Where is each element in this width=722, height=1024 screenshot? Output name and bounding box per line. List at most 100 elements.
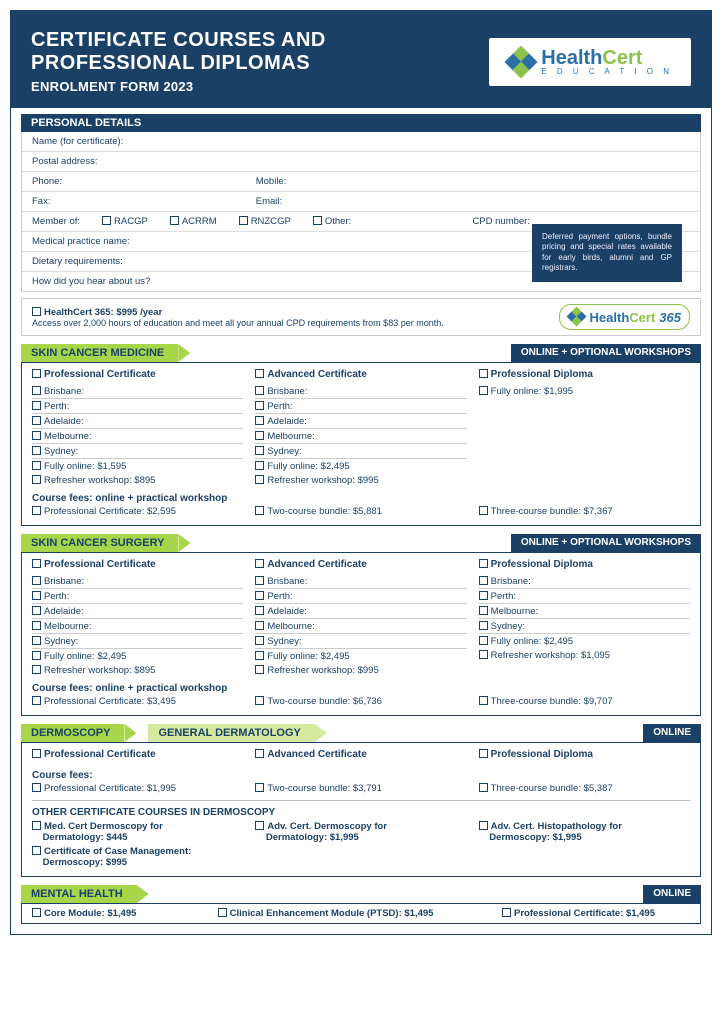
title-line-1: CERTIFICATE COURSES AND [31,29,326,52]
scs-mode: ONLINE + OPTIONAL WORKSHOPS [511,534,701,552]
scs-col2: Advanced Certificate Brisbane: Perth: Ad… [255,559,466,677]
dietary-field[interactable]: Dietary requirements: [22,252,510,271]
derm-o1[interactable]: Med. Cert Dermoscopy for Dermatology: $4… [32,821,243,843]
derm-fee2[interactable]: Two-course bundle: $3,791 [255,783,466,794]
scm-c1-4[interactable]: Sydney: [32,444,243,459]
scs-c3-4[interactable]: Fully online: $2,495 [479,634,690,648]
scs-c1-0[interactable]: Brisbane: [32,574,243,589]
derm-mode: ONLINE [643,724,701,742]
scs-c1-1[interactable]: Perth: [32,589,243,604]
hc365-desc: Access over 2,000 hours of education and… [32,318,549,328]
derm-col2[interactable]: Advanced Certificate [255,749,466,760]
scm-fee1[interactable]: Professional Certificate: $2,595 [32,506,243,517]
scs-c2-3[interactable]: Melbourne: [255,619,466,634]
postal-field[interactable]: Postal address: [22,152,700,171]
scs-c1-4[interactable]: Sydney: [32,634,243,649]
form-header: CERTIFICATE COURSES AND PROFESSIONAL DIP… [11,11,711,108]
fax-field[interactable]: Fax: [22,192,246,211]
derm-fee3[interactable]: Three-course bundle: $5,387 [479,783,690,794]
scm-tab: SKIN CANCER MEDICINE [21,344,178,362]
mh-tab: MENTAL HEALTH [21,885,137,903]
scm-c1-3[interactable]: Melbourne: [32,429,243,444]
scs-c1-3[interactable]: Melbourne: [32,619,243,634]
scs-col2-title[interactable]: Advanced Certificate [255,559,466,570]
scs-c3-2[interactable]: Melbourne: [479,604,690,619]
scs-c3-5[interactable]: Refresher workshop: $1,095 [479,648,690,662]
scs-fee3[interactable]: Three-course bundle: $9,707 [479,696,690,707]
cpd-field[interactable]: CPD number: [472,216,530,227]
scs-tab: SKIN CANCER SURGERY [21,534,178,552]
scs-c3-3[interactable]: Sydney: [479,619,690,634]
scm-c2-0[interactable]: Brisbane: [255,384,466,399]
derm-col1[interactable]: Professional Certificate [32,749,243,760]
scm-col1-title[interactable]: Professional Certificate [32,369,243,380]
scm-col2-title[interactable]: Advanced Certificate [255,369,466,380]
derm-tab1: DERMOSCOPY [21,724,124,742]
scm-fee2[interactable]: Two-course bundle: $5,881 [255,506,466,517]
racgp-checkbox[interactable]: RACGP [102,216,148,227]
scs-c2-0[interactable]: Brisbane: [255,574,466,589]
subtitle: ENROLMENT FORM 2023 [31,79,326,94]
scm-c1-6[interactable]: Refresher workshop: $895 [32,473,243,487]
scm-c1-2[interactable]: Adelaide: [32,414,243,429]
scm-mode: ONLINE + OPTIONAL WORKSHOPS [511,344,701,362]
derm-fee1[interactable]: Professional Certificate: $1,995 [32,783,243,794]
derm-o3[interactable]: Adv. Cert. Histopathology for Dermoscopy… [479,821,690,843]
scs-c2-5[interactable]: Fully online: $2,495 [255,649,466,663]
scm-c1-0[interactable]: Brisbane: [32,384,243,399]
mh-i1[interactable]: Core Module: $1,495 [32,908,210,919]
personal-details-bar: PERSONAL DETAILS [21,114,701,132]
name-field[interactable]: Name (for certificate): [22,132,700,151]
page: CERTIFICATE COURSES AND PROFESSIONAL DIP… [10,10,712,935]
scm-c1-5[interactable]: Fully online: $1,595 [32,459,243,473]
scs-c1-6[interactable]: Refresher workshop: $895 [32,663,243,677]
scs-c1-2[interactable]: Adelaide: [32,604,243,619]
derm-col3[interactable]: Professional Diploma [479,749,690,760]
derm-o2[interactable]: Adv. Cert. Dermoscopy for Dermatology: $… [255,821,466,843]
scm-col3-title[interactable]: Professional Diploma [479,369,690,380]
logo-health: Health [541,47,602,69]
scm-c2-2[interactable]: Adelaide: [255,414,466,429]
derm-header: DERMOSCOPY GENERAL DERMATOLOGY ONLINE [21,724,701,742]
phone-field[interactable]: Phone: [22,172,246,191]
practice-field[interactable]: Medical practice name: [22,232,510,251]
scs-c2-4[interactable]: Sydney: [255,634,466,649]
scs-fee2[interactable]: Two-course bundle: $6,736 [255,696,466,707]
scm-col3: Professional Diploma Fully online: $1,99… [479,369,690,487]
scm-col1: Professional Certificate Brisbane: Perth… [32,369,243,487]
scm-c2-4[interactable]: Sydney: [255,444,466,459]
scm-c2-1[interactable]: Perth: [255,399,466,414]
logo-cert: Cert [602,47,642,69]
scs-c2-1[interactable]: Perth: [255,589,466,604]
acrrm-checkbox[interactable]: ACRRM [170,216,217,227]
derm-o4[interactable]: Certificate of Case Management: Dermosco… [32,846,243,868]
header-titles: CERTIFICATE COURSES AND PROFESSIONAL DIP… [31,29,326,94]
scm-c2-6[interactable]: Refresher workshop: $995 [255,473,466,487]
hc365-checkbox[interactable]: HealthCert 365: $995 /year [32,307,549,318]
rnzcgp-checkbox[interactable]: RNZCGP [239,216,291,227]
mh-i2[interactable]: Clinical Enhancement Module (PTSD): $1,4… [218,908,494,919]
mh-i3[interactable]: Professional Certificate: $1,495 [502,908,690,919]
scs-c3-0[interactable]: Brisbane: [479,574,690,589]
scs-col1-title[interactable]: Professional Certificate [32,559,243,570]
email-field[interactable]: Email: [246,192,700,211]
scm-body: Professional Certificate Brisbane: Perth… [21,362,701,526]
derm-feehead: Course fees: [32,770,690,781]
scm-c2-5[interactable]: Fully online: $2,495 [255,459,466,473]
hear-field[interactable]: How did you hear about us? [22,272,510,291]
scm-c2-3[interactable]: Melbourne: [255,429,466,444]
mh-header: MENTAL HEALTH ONLINE [21,885,701,903]
scs-c3-1[interactable]: Perth: [479,589,690,604]
scm-c3-0[interactable]: Fully online: $1,995 [479,384,690,398]
scm-c1-1[interactable]: Perth: [32,399,243,414]
scm-fee3[interactable]: Three-course bundle: $7,367 [479,506,690,517]
scs-fee1[interactable]: Professional Certificate: $3,495 [32,696,243,707]
other-checkbox[interactable]: Other: [313,216,351,227]
scs-c2-2[interactable]: Adelaide: [255,604,466,619]
scs-c2-6[interactable]: Refresher workshop: $995 [255,663,466,677]
mobile-field[interactable]: Mobile: [246,172,700,191]
scs-col3-title[interactable]: Professional Diploma [479,559,690,570]
derm-otherhead: OTHER CERTIFICATE COURSES IN DERMOSCOPY [32,807,690,818]
scs-c1-5[interactable]: Fully online: $2,495 [32,649,243,663]
divider [32,800,690,801]
